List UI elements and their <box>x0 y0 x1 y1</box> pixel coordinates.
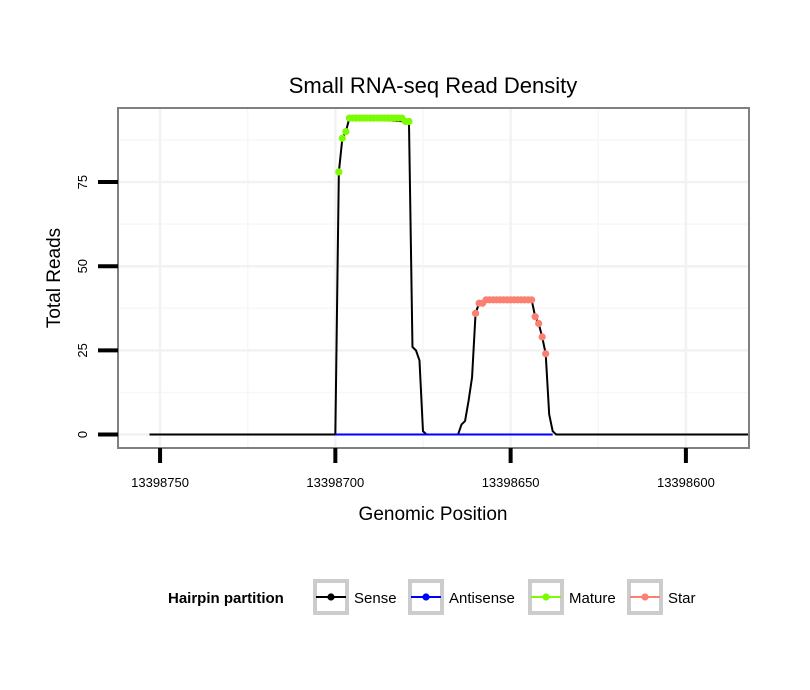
y-axis-ticks: 0 25 50 75 <box>75 175 118 438</box>
x-axis-title: Genomic Position <box>359 504 508 525</box>
legend-point-mature <box>542 593 550 601</box>
legend-point-sense <box>327 593 335 601</box>
legend-label-mature: Mature <box>569 590 616 607</box>
data-point-star <box>528 296 536 304</box>
data-point-star <box>535 319 543 328</box>
data-point-mature <box>338 134 346 142</box>
x-axis-ticks: 13398750 13398700 13398650 13398600 <box>131 448 715 490</box>
series-points <box>335 114 550 358</box>
legend-point-antisense <box>422 593 430 601</box>
plot-background <box>118 108 749 448</box>
data-point-mature <box>342 127 350 136</box>
legend-label-antisense: Antisense <box>449 590 515 607</box>
x-tick-label: 13398750 <box>131 475 189 490</box>
x-tick-label: 13398600 <box>657 475 715 490</box>
x-tick-label: 13398650 <box>482 475 540 490</box>
data-point-mature <box>405 117 413 126</box>
y-axis-title: Total Reads <box>44 228 65 328</box>
chart-title: Small RNA-seq Read Density <box>289 73 578 98</box>
data-point-star <box>538 333 546 341</box>
data-point-mature <box>335 168 343 176</box>
legend-label-sense: Sense <box>354 590 397 607</box>
data-point-star <box>531 313 539 321</box>
y-tick-label: 0 <box>75 431 90 438</box>
data-point-star <box>542 350 550 358</box>
data-point-star <box>471 309 480 317</box>
y-tick-label: 50 <box>75 259 90 273</box>
y-tick-label: 25 <box>75 343 90 357</box>
y-tick-label: 75 <box>75 175 90 189</box>
plot-border <box>117 107 750 449</box>
legend-label-star: Star <box>668 590 696 607</box>
legend: Hairpin partition Sense Antisense Mature St… <box>168 579 696 615</box>
legend-title: Hairpin partition <box>168 590 284 607</box>
x-tick-label: 13398700 <box>306 475 364 490</box>
legend-point-star <box>641 593 649 601</box>
